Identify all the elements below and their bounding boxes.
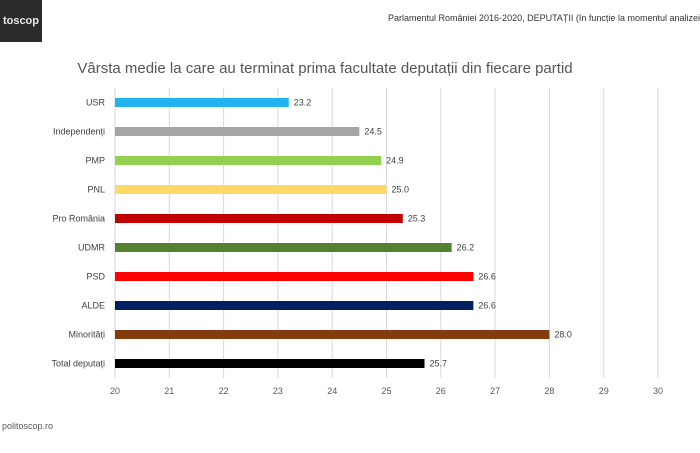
- category-label: Total deputați: [51, 359, 105, 369]
- value-label: 26.6: [478, 301, 496, 311]
- x-tick-label: 22: [219, 386, 229, 396]
- value-label: 25.7: [430, 359, 448, 369]
- bar: [115, 272, 474, 281]
- category-label: PMP: [85, 156, 105, 166]
- category-label: Minorități: [68, 330, 105, 340]
- bar: [115, 98, 289, 107]
- bar: [115, 301, 474, 310]
- bar: [115, 185, 387, 194]
- value-label: 26.6: [478, 272, 496, 282]
- bar: [115, 330, 550, 339]
- chart-title: Vârsta medie la care au terminat prima f…: [0, 60, 700, 77]
- bar: [115, 243, 452, 252]
- category-label: Pro România: [52, 214, 105, 224]
- x-tick-label: 28: [544, 386, 554, 396]
- category-label: USR: [86, 98, 106, 108]
- chart-title-text: Vârsta medie la care au terminat prima f…: [77, 60, 573, 77]
- category-label: ALDE: [81, 301, 105, 311]
- value-label: 25.3: [408, 214, 426, 224]
- bar: [115, 127, 360, 136]
- bar: [115, 359, 425, 368]
- value-label: 24.9: [386, 156, 404, 166]
- x-tick-label: 23: [273, 386, 283, 396]
- value-label: 26.2: [457, 243, 475, 253]
- category-label: UDMR: [78, 243, 105, 253]
- x-tick-label: 20: [110, 386, 120, 396]
- value-label: 25.0: [392, 185, 410, 195]
- value-label: 23.2: [294, 98, 312, 108]
- category-label: PNL: [87, 185, 105, 195]
- footer-source: politoscop.ro: [2, 421, 54, 431]
- bar: [115, 214, 403, 223]
- category-label: PSD: [86, 272, 105, 282]
- header-note: Parlamentul României 2016-2020, DEPUTAȚI…: [388, 13, 700, 23]
- bar: [115, 156, 382, 165]
- value-label: 24.5: [364, 127, 382, 137]
- x-tick-label: 29: [599, 386, 609, 396]
- logo-text: toscop: [2, 15, 39, 27]
- x-tick-label: 25: [381, 386, 391, 396]
- x-tick-label: 27: [490, 386, 500, 396]
- x-tick-label: 24: [327, 386, 337, 396]
- value-label: 28.0: [554, 330, 572, 340]
- category-label: Independenți: [53, 127, 105, 137]
- x-tick-label: 30: [653, 386, 663, 396]
- politoscop-logo: toscop: [0, 0, 42, 42]
- x-tick-label: 26: [436, 386, 446, 396]
- x-tick-label: 21: [164, 386, 174, 396]
